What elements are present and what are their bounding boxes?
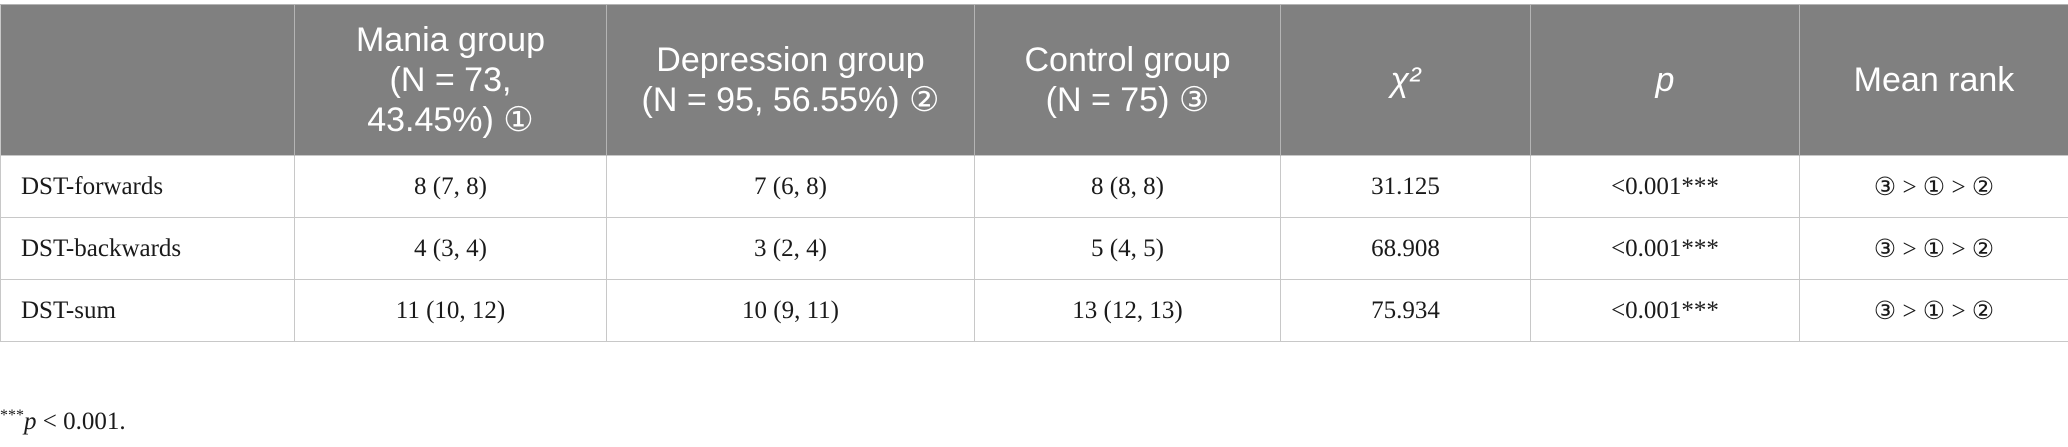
header-chi-square-text: χ² [1390, 61, 1421, 99]
header-mania-group: Mania group (N = 73, 43.45%) ① [294, 4, 607, 156]
cell-mania: 8 (7, 8) [294, 155, 607, 218]
cell-control: 13 (12, 13) [974, 279, 1281, 342]
cell-chi-square: 75.934 [1280, 279, 1531, 342]
row-label: DST-forwards [0, 155, 295, 218]
row-label: DST-backwards [0, 217, 295, 280]
cell-mania: 11 (10, 12) [294, 279, 607, 342]
cell-mania: 4 (3, 4) [294, 217, 607, 280]
cell-control: 5 (4, 5) [974, 217, 1281, 280]
header-control-line2: (N = 75) ③ [1045, 81, 1210, 119]
row-label: DST-sum [0, 279, 295, 342]
header-chi-square: χ² [1280, 4, 1531, 156]
cell-p-value: <0.001*** [1530, 279, 1800, 342]
footnote-significance-stars: *** [0, 407, 24, 424]
table-footnote: ***p < 0.001. [0, 407, 126, 436]
header-mania-line3: 43.45%) ① [367, 101, 534, 139]
header-control-line1: Control group [1024, 41, 1231, 79]
header-mania-line2: (N = 73, [389, 61, 512, 99]
header-mania-line1: Mania group [355, 21, 545, 59]
footnote-text: < 0.001. [36, 408, 126, 435]
header-depression-group: Depression group (N = 95, 56.55%) ② [606, 4, 975, 156]
header-depression-line1: Depression group [656, 41, 925, 79]
header-p-value: p [1530, 4, 1800, 156]
header-mean-rank: Mean rank [1799, 4, 2068, 156]
header-row: Mania group (N = 73, 43.45%) ① Depressio… [0, 4, 2068, 156]
cell-chi-square: 31.125 [1280, 155, 1531, 218]
cell-mean-rank: ③ > ① > ② [1799, 279, 2068, 342]
cell-depression: 7 (6, 8) [606, 155, 975, 218]
cell-p-value: <0.001*** [1530, 155, 1800, 218]
cell-p-value: <0.001*** [1530, 217, 1800, 280]
table-body: DST-forwards 8 (7, 8) 7 (6, 8) 8 (8, 8) … [0, 155, 2068, 342]
results-table: Mania group (N = 73, 43.45%) ① Depressio… [0, 4, 2068, 342]
table-row: DST-forwards 8 (7, 8) 7 (6, 8) 8 (8, 8) … [0, 155, 2068, 218]
cell-mean-rank: ③ > ① > ② [1799, 155, 2068, 218]
results-table-container: Mania group (N = 73, 43.45%) ① Depressio… [0, 4, 2068, 342]
table-header: Mania group (N = 73, 43.45%) ① Depressio… [0, 4, 2068, 156]
cell-depression: 3 (2, 4) [606, 217, 975, 280]
cell-control: 8 (8, 8) [974, 155, 1281, 218]
header-control-group: Control group (N = 75) ③ [974, 4, 1281, 156]
footnote-p-symbol: p [24, 408, 37, 435]
header-depression-line2: (N = 95, 56.55%) ② [641, 81, 940, 119]
header-p-text: p [1655, 61, 1675, 99]
cell-chi-square: 68.908 [1280, 217, 1531, 280]
cell-depression: 10 (9, 11) [606, 279, 975, 342]
header-row-label [0, 4, 295, 156]
table-row: DST-sum 11 (10, 12) 10 (9, 11) 13 (12, 1… [0, 279, 2068, 342]
cell-mean-rank: ③ > ① > ② [1799, 217, 2068, 280]
table-row: DST-backwards 4 (3, 4) 3 (2, 4) 5 (4, 5)… [0, 217, 2068, 280]
